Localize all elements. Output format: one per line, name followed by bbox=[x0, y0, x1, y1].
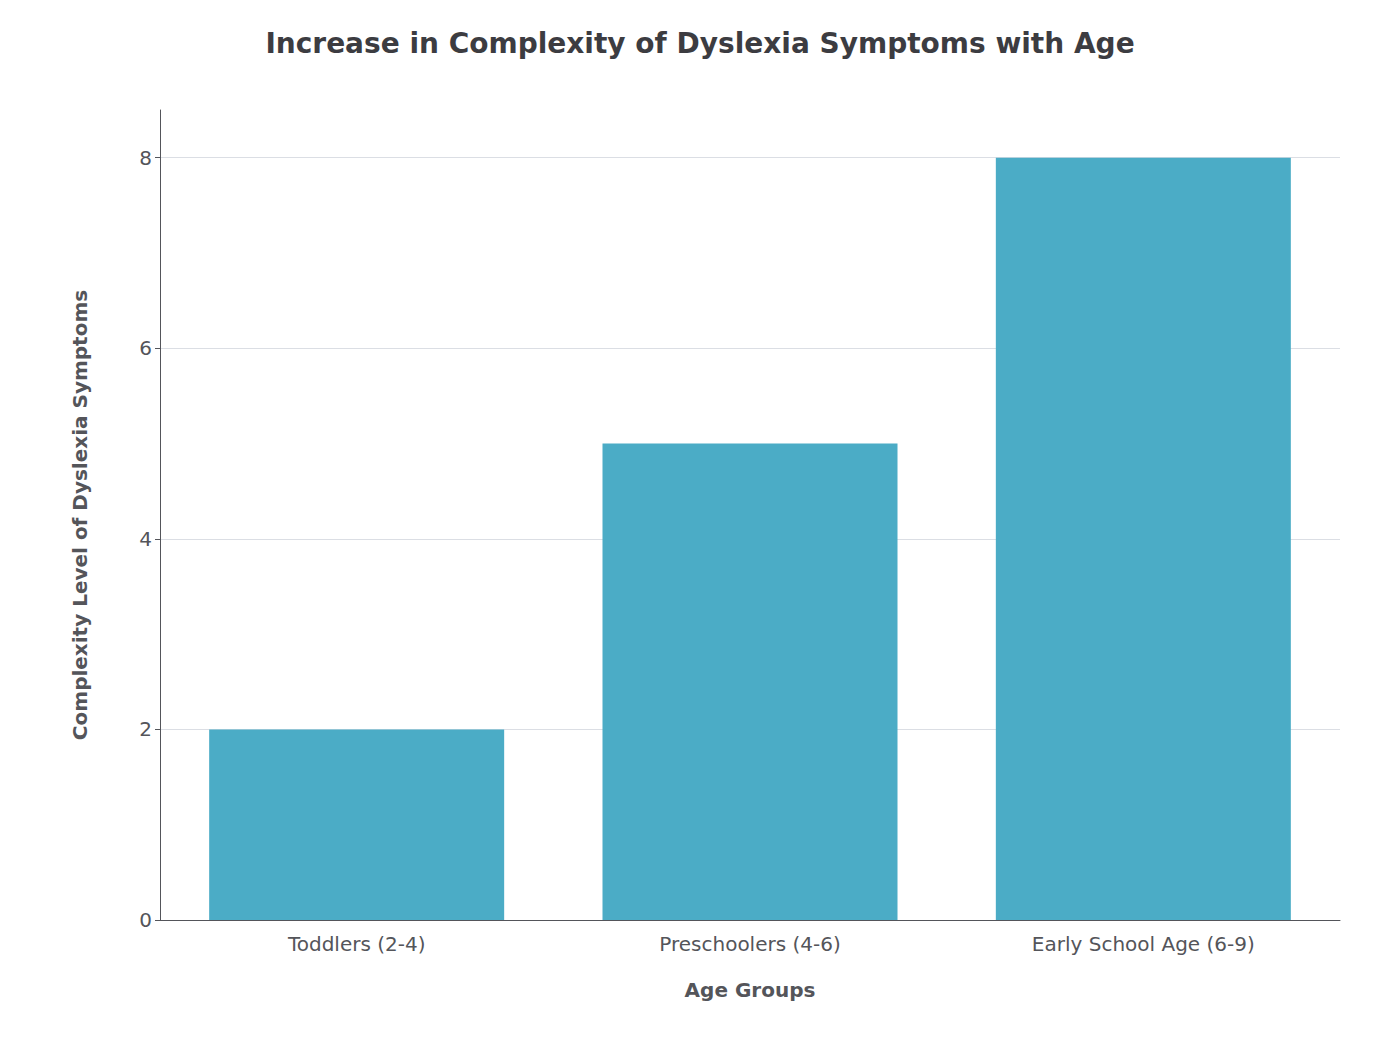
svg-text:6: 6 bbox=[139, 336, 152, 360]
svg-text:Toddlers (2-4): Toddlers (2-4) bbox=[287, 932, 426, 956]
svg-text:Age Groups: Age Groups bbox=[685, 978, 816, 1002]
svg-text:8: 8 bbox=[139, 146, 152, 170]
svg-text:Increase in Complexity of Dysl: Increase in Complexity of Dyslexia Sympt… bbox=[265, 27, 1134, 60]
svg-text:2: 2 bbox=[139, 717, 152, 741]
svg-text:Complexity Level of Dyslexia S: Complexity Level of Dyslexia Symptoms bbox=[68, 290, 92, 740]
svg-text:Preschoolers (4-6): Preschoolers (4-6) bbox=[659, 932, 841, 956]
svg-text:4: 4 bbox=[139, 527, 152, 551]
svg-text:Early School Age (6-9): Early School Age (6-9) bbox=[1032, 932, 1255, 956]
svg-text:0: 0 bbox=[139, 908, 152, 932]
